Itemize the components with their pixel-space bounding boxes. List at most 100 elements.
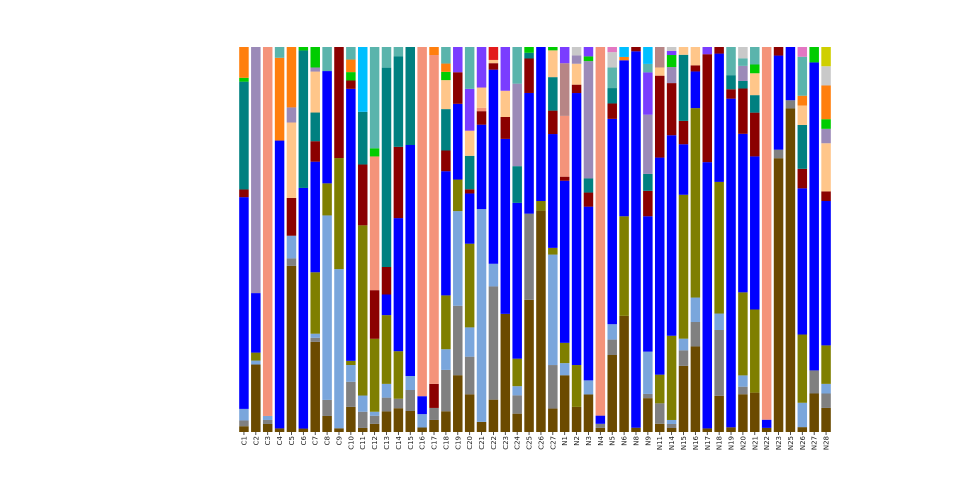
bar-segment xyxy=(678,194,689,339)
bar-segment xyxy=(619,60,629,217)
bar-segment xyxy=(797,427,808,432)
bar-stack-C14 xyxy=(393,47,404,432)
bar-segment xyxy=(251,47,261,294)
bar-segment xyxy=(322,183,332,216)
bar-stack-C22 xyxy=(488,47,499,432)
bar-stack-C2 xyxy=(251,47,261,432)
bar-segment xyxy=(738,47,748,59)
bar-segment xyxy=(607,88,617,104)
bar-segment xyxy=(690,47,701,66)
bar-segment xyxy=(738,394,748,432)
bar-segment xyxy=(738,386,748,395)
bar-stack-N15 xyxy=(678,47,689,432)
x-tick-label: C14 xyxy=(395,435,403,449)
bar-segment xyxy=(607,339,617,355)
bar-segment xyxy=(631,47,641,52)
bar-segment xyxy=(441,47,451,64)
bar-segment xyxy=(441,71,451,81)
bar-stack-C26 xyxy=(536,47,546,432)
bar-segment xyxy=(666,51,677,56)
bar-segment xyxy=(773,158,784,432)
bar-stack-C17 xyxy=(429,47,439,432)
bar-segment xyxy=(607,103,617,119)
bars-layer xyxy=(239,47,831,433)
bar-stack-N28 xyxy=(821,47,831,432)
bar-segment xyxy=(690,322,701,347)
bar-segment xyxy=(571,55,582,64)
bar-segment xyxy=(346,47,356,60)
bar-segment xyxy=(607,118,617,325)
bar-segment xyxy=(441,150,451,172)
bar-segment xyxy=(690,108,701,298)
bar-segment xyxy=(750,64,760,74)
bar-segment xyxy=(298,50,309,188)
x-tick-label: C19 xyxy=(454,436,462,450)
bar-segment xyxy=(405,376,416,390)
bar-segment xyxy=(595,423,606,428)
bar-segment xyxy=(559,176,570,181)
bar-segment xyxy=(274,428,285,432)
bar-stack-N18 xyxy=(714,47,724,432)
bar-segment xyxy=(536,210,546,432)
x-tick-label: N9 xyxy=(644,436,652,446)
bar-segment xyxy=(738,65,748,81)
x-tick-label: N6 xyxy=(621,435,629,445)
bar-segment xyxy=(239,81,249,190)
bar-stack-N25 xyxy=(785,47,796,432)
bar-segment xyxy=(286,197,297,236)
bar-segment xyxy=(797,105,808,125)
bar-segment xyxy=(738,80,748,89)
bar-stack-N1 xyxy=(559,47,570,432)
bar-segment xyxy=(488,69,499,264)
bar-segment xyxy=(346,72,356,81)
bar-segment xyxy=(429,419,439,432)
bar-segment xyxy=(310,112,320,142)
bar-stack-N17 xyxy=(702,47,713,432)
bar-segment xyxy=(286,235,297,259)
bar-segment xyxy=(476,124,487,210)
x-tick-label: N23 xyxy=(775,436,783,450)
bar-segment xyxy=(559,363,570,376)
bar-segment xyxy=(690,346,701,432)
bar-segment xyxy=(464,356,475,395)
bar-segment xyxy=(738,88,748,134)
x-tick-label: N5 xyxy=(609,436,617,446)
bar-segment xyxy=(441,109,451,151)
bar-segment xyxy=(334,158,344,270)
bar-segment xyxy=(797,124,808,169)
bar-segment xyxy=(346,59,356,73)
x-tick-label: C11 xyxy=(359,436,367,450)
bar-segment xyxy=(571,47,582,56)
bar-stack-N3 xyxy=(583,47,594,432)
bar-stack-C12 xyxy=(369,47,380,432)
bar-segment xyxy=(654,423,665,432)
bar-segment xyxy=(393,398,404,409)
bar-stack-C8 xyxy=(322,47,332,432)
x-tick-label: N2 xyxy=(573,436,581,446)
x-tick-label: N26 xyxy=(799,435,807,450)
bar-segment xyxy=(750,309,760,393)
bar-segment xyxy=(643,398,653,432)
bar-segment xyxy=(607,52,617,68)
bar-segment xyxy=(666,135,677,336)
bar-segment xyxy=(441,80,451,110)
bar-segment xyxy=(357,427,368,432)
bar-segment xyxy=(512,413,522,432)
bar-segment xyxy=(239,426,249,432)
bar-segment xyxy=(559,180,570,343)
bar-segment xyxy=(643,351,653,394)
bar-stack-C9 xyxy=(334,47,344,432)
x-tick-label: N21 xyxy=(751,436,759,450)
bar-segment xyxy=(643,173,653,191)
bar-segment xyxy=(274,57,285,141)
bar-stack-N23 xyxy=(773,47,784,432)
bar-segment xyxy=(595,47,606,416)
bar-segment xyxy=(524,299,534,432)
x-tick-labels: C1 C2 C3 C4 C5 C6 C7 C8 C9 C10 C11 C12 C13 C14 C15 C16 C… xyxy=(240,432,831,450)
bar-segment xyxy=(381,67,392,267)
bar-segment xyxy=(334,428,344,432)
bar-segment xyxy=(476,47,487,88)
bar-segment xyxy=(536,201,546,211)
bar-segment xyxy=(666,423,677,428)
